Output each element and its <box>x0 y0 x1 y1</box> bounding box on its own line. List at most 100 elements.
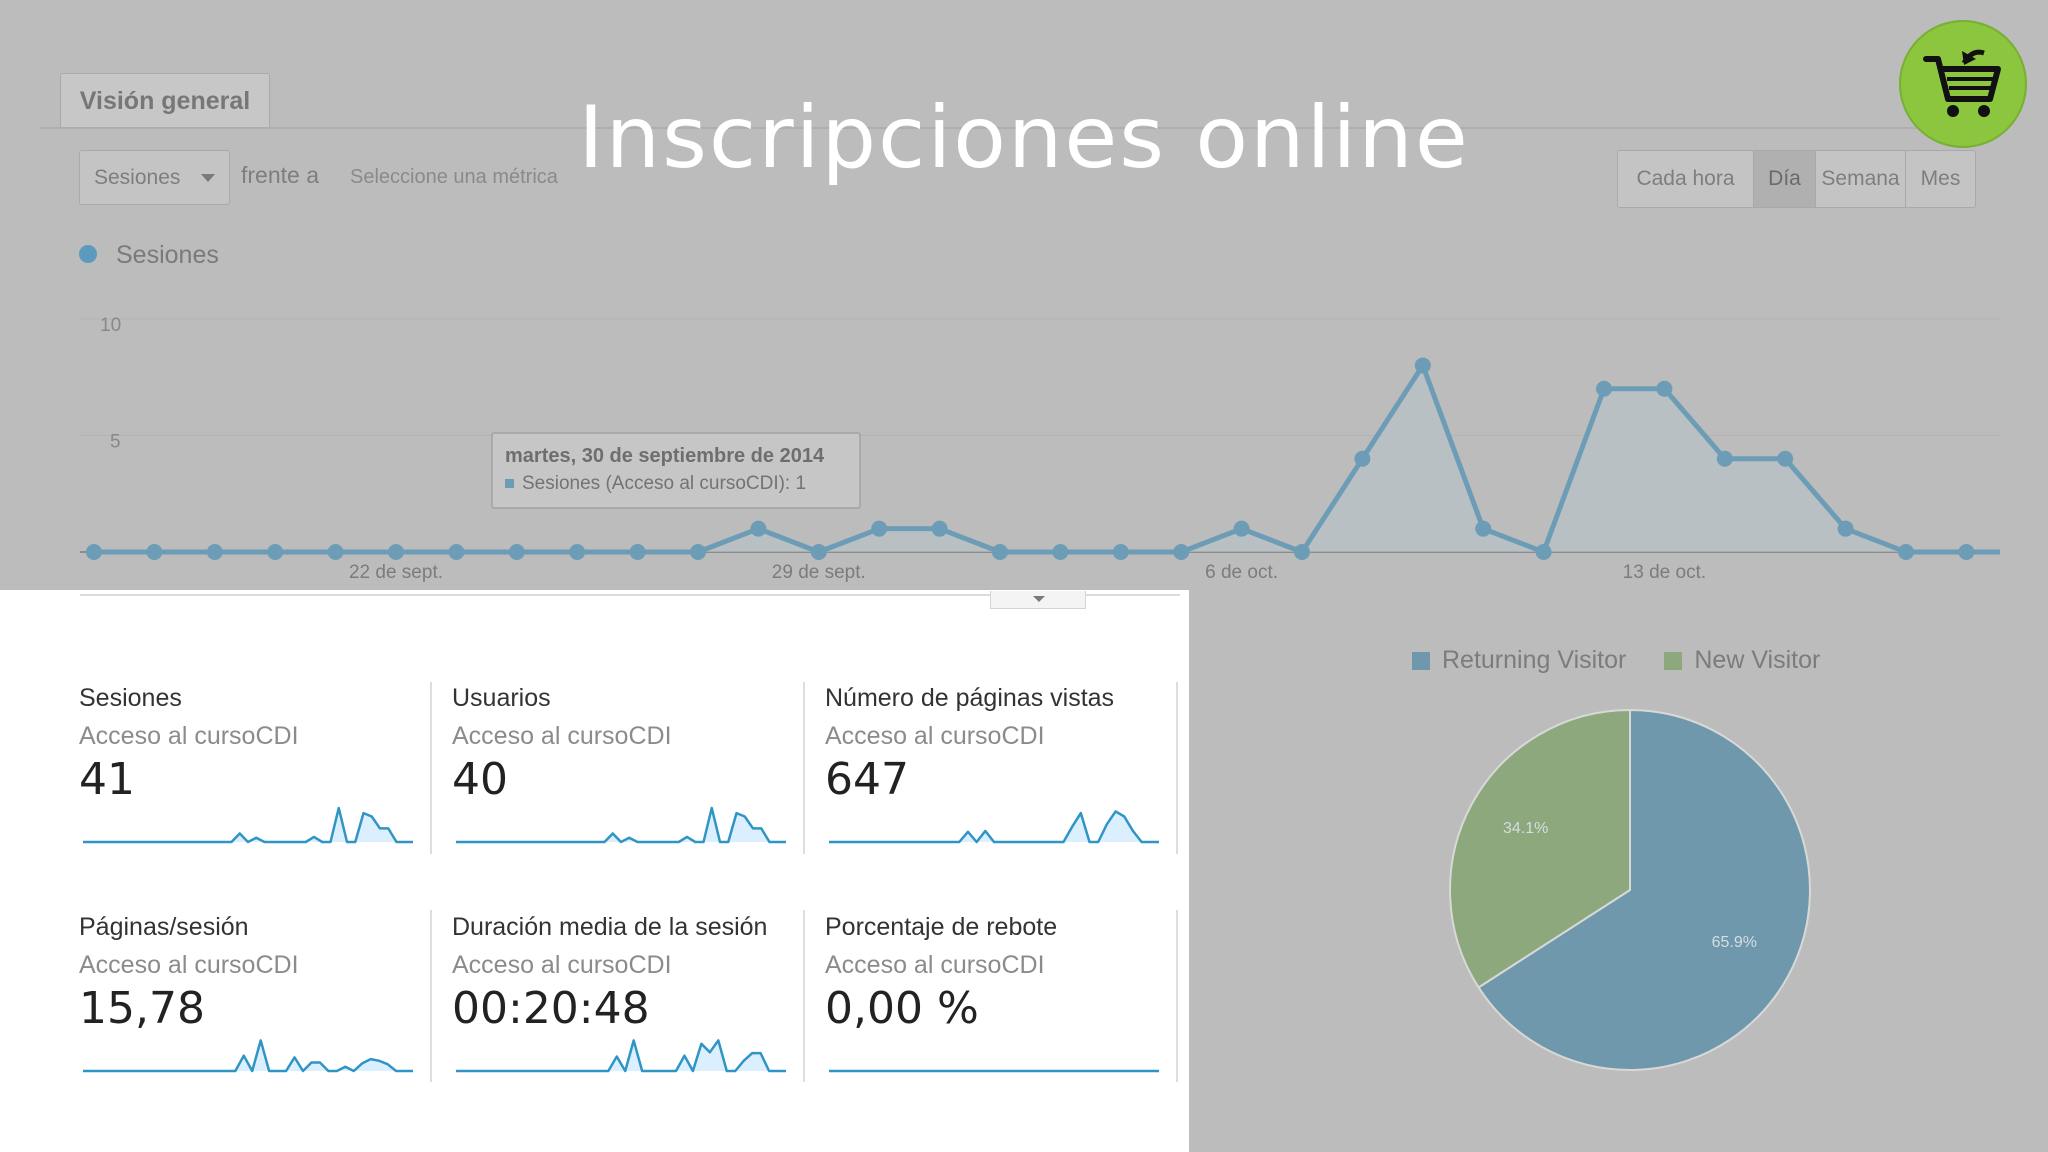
metric-divider <box>1176 910 1178 1082</box>
compare-metric-link[interactable]: Seleccione una métrica <box>350 166 558 188</box>
y-tick-label: 10 <box>100 315 121 336</box>
metric-bounce-rate[interactable]: Porcentaje de rebote Acceso al cursoCDI … <box>825 913 1195 1098</box>
metric-name: Usuarios <box>452 684 551 712</box>
legend-swatch-new <box>1664 651 1683 670</box>
x-tick-label: 13 de oct. <box>1623 562 1706 583</box>
metric-sessions[interactable]: Sesiones Acceso al cursoCDI 41 <box>79 684 449 869</box>
metric-segment: Acceso al cursoCDI <box>79 722 299 750</box>
pie-slice <box>1449 708 1631 989</box>
data-point <box>1958 544 1975 560</box>
chevron-down-icon <box>1033 596 1045 602</box>
sparkline <box>456 806 786 844</box>
data-point <box>1535 544 1552 560</box>
granularity-group: Cada hora Día Semana Mes <box>1617 150 1976 208</box>
metric-name: Número de páginas vistas <box>825 684 1115 712</box>
data-point <box>750 520 767 537</box>
data-point <box>810 544 827 560</box>
metric-value: 15,78 <box>79 983 205 1034</box>
granularity-week[interactable]: Semana <box>1816 151 1906 207</box>
sparkline-line <box>83 806 413 844</box>
pie-legend: Returning Visitor New Visitor <box>1412 646 1820 675</box>
sessions-line-chart: 10 5 22 de sept. 29 de sept. 6 de oct. 13 de … <box>80 315 2000 583</box>
granularity-month[interactable]: Mes <box>1920 167 1961 190</box>
sparkline-line <box>456 806 786 844</box>
data-point <box>1898 544 1914 560</box>
data-point <box>1777 450 1794 467</box>
sparkline-area <box>83 1040 413 1071</box>
metric-value: 647 <box>825 754 909 805</box>
metric-segment: Acceso al cursoCDI <box>452 951 672 979</box>
metric-name: Porcentaje de rebote <box>825 913 1058 941</box>
collapse-toggle[interactable] <box>990 591 1086 609</box>
tooltip: martes, 30 de septiembre de 2014 Sesiones… <box>491 432 861 509</box>
metric-select-label: Sesiones <box>94 165 181 189</box>
sparkline-area <box>83 808 413 842</box>
data-point <box>992 544 1008 560</box>
data-point <box>931 520 948 537</box>
data-point <box>1233 520 1250 537</box>
metric-segment: Acceso al cursoCDI <box>825 951 1045 979</box>
data-point <box>1475 520 1492 537</box>
tooltip-title: martes, 30 de septiembre de 2014 <box>505 445 825 467</box>
metric-divider <box>1176 682 1178 854</box>
data-point <box>629 544 646 560</box>
x-tick-label: 29 de sept. <box>772 562 866 583</box>
sparkline <box>456 1039 786 1073</box>
metric-value: 41 <box>79 754 135 805</box>
data-point <box>1716 450 1733 467</box>
metric-avg-session-duration[interactable]: Duración media de la sesión Acceso al cu… <box>452 913 822 1098</box>
metric-select[interactable]: Sesiones <box>79 150 230 205</box>
data-point <box>1052 544 1069 560</box>
data-point <box>388 544 404 560</box>
metric-name: Páginas/sesión <box>79 913 249 941</box>
cart-badge[interactable] <box>1899 20 2027 148</box>
granularity-hourly[interactable]: Cada hora <box>1618 151 1754 207</box>
legend-marker <box>79 245 97 263</box>
sparkline <box>83 806 413 844</box>
tooltip-line: Sesiones (Acceso al cursoCDI): 1 <box>522 473 806 494</box>
sparkline-line <box>829 810 1159 844</box>
data-point <box>327 544 344 560</box>
sparkline <box>829 1069 1159 1073</box>
sparkline-line <box>456 1039 786 1073</box>
data-point <box>1112 544 1129 560</box>
tooltip-swatch <box>505 479 514 488</box>
tab-vision-general[interactable]: Visión general <box>60 73 270 129</box>
overlay-title: Inscripciones online <box>578 88 1470 188</box>
legend-returning-visitor: Returning Visitor <box>1442 646 1627 674</box>
data-point <box>1596 380 1612 397</box>
data-point <box>1173 544 1190 560</box>
data-point <box>146 544 163 560</box>
shopping-cart-icon <box>1923 49 2001 117</box>
data-point <box>1294 544 1310 560</box>
metric-divider <box>803 682 805 854</box>
data-point <box>86 544 102 560</box>
data-point <box>267 544 284 560</box>
chevron-down-icon <box>201 174 215 182</box>
metric-pages-per-session[interactable]: Páginas/sesión Acceso al cursoCDI 15,78 <box>79 913 449 1098</box>
metric-pageviews[interactable]: Número de páginas vistas Acceso al curso… <box>825 684 1195 869</box>
legend-swatch-returning <box>1412 651 1430 670</box>
granularity-day[interactable]: Día <box>1754 151 1816 207</box>
data-point <box>1354 450 1371 467</box>
data-point <box>1414 357 1431 374</box>
pie-slice-label: 34.1% <box>1503 820 1548 837</box>
sparkline-area <box>456 808 786 842</box>
tooltip-box <box>491 432 861 509</box>
metric-segment: Acceso al cursoCDI <box>825 722 1045 750</box>
data-point <box>1837 520 1854 537</box>
x-tick-label: 6 de oct. <box>1205 562 1278 583</box>
metric-value: 0,00 % <box>825 983 979 1034</box>
metric-users[interactable]: Usuarios Acceso al cursoCDI 40 <box>452 684 822 869</box>
data-point <box>206 544 223 560</box>
metric-divider <box>430 910 432 1082</box>
data-point <box>569 544 586 560</box>
metric-name: Duración media de la sesión <box>452 913 768 941</box>
data-point <box>448 544 465 560</box>
metric-name: Sesiones <box>79 684 182 712</box>
sparkline-area <box>456 1040 786 1071</box>
data-point <box>508 544 525 560</box>
data-point <box>690 544 706 560</box>
legend-new-visitor: New Visitor <box>1694 646 1821 674</box>
tab-underline <box>40 127 2000 129</box>
